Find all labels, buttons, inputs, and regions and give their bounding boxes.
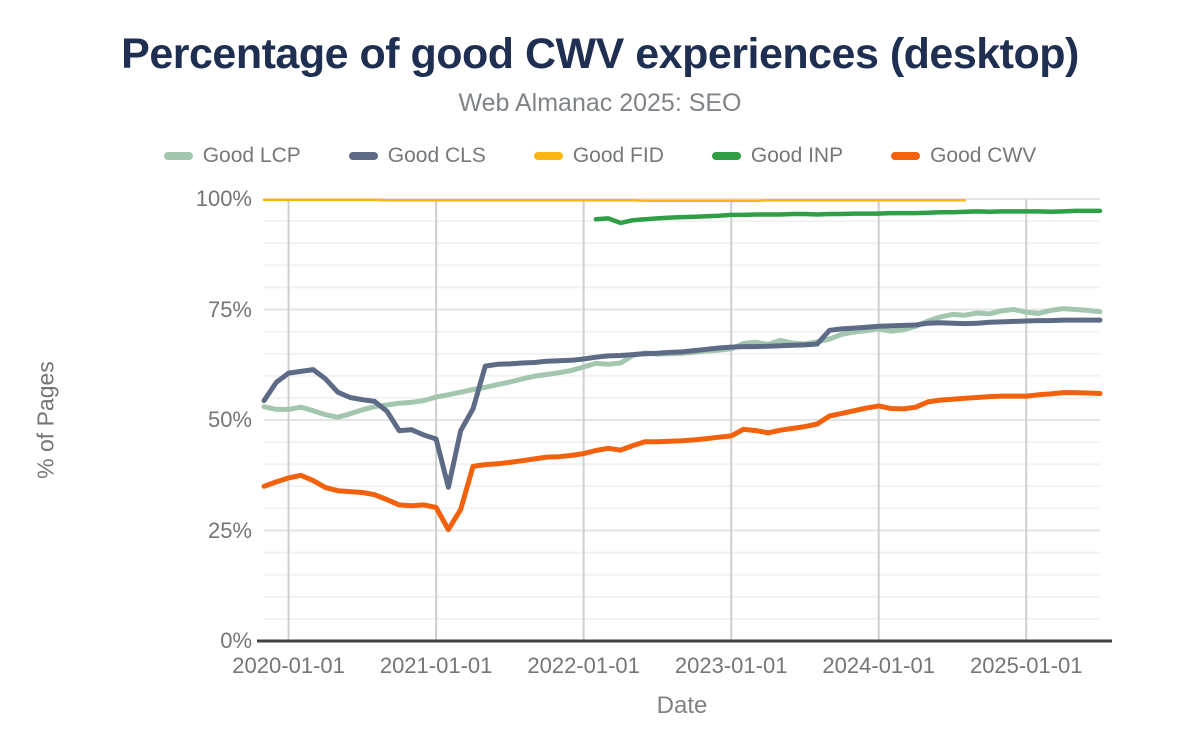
good-cwv-swatch-icon — [891, 152, 921, 160]
legend-label-good-cwv: Good CWV — [930, 144, 1037, 167]
y-tick-label: 75% — [207, 296, 252, 322]
y-axis-title: % of Pages — [32, 361, 59, 479]
legend-label-good-lcp: Good LCP — [202, 144, 301, 167]
legend-item-good-inp: Good INP — [711, 144, 844, 168]
series-line-good-cls — [261, 317, 1103, 490]
legend-item-good-fid: Good FID — [533, 144, 664, 168]
legend-label-good-fid: Good FID — [572, 144, 664, 167]
series-line-good-cwv — [261, 390, 1103, 533]
legend-label-good-cls: Good CLS — [387, 144, 486, 167]
series-line-good-inp — [593, 208, 1103, 226]
legend-item-good-cls: Good CLS — [348, 144, 486, 168]
good-inp-swatch-icon — [711, 152, 741, 160]
good-cls-swatch-icon — [348, 152, 378, 160]
good-lcp-swatch-icon — [163, 152, 193, 160]
x-tick-label: 2024-01-01 — [822, 653, 935, 678]
y-tick-label: 100% — [195, 186, 252, 211]
chart-subtitle: Web Almanac 2025: SEO — [458, 89, 742, 117]
y-tick-label: 50% — [207, 407, 252, 432]
series-line-good-fid — [262, 198, 967, 203]
chart-title: Percentage of good CWV experiences (desk… — [121, 30, 1079, 78]
x-tick-label: 2020-01-01 — [232, 653, 345, 678]
good-fid-swatch-icon — [533, 152, 563, 160]
y-tick-label: 0% — [220, 628, 252, 653]
x-tick-label: 2023-01-01 — [674, 653, 788, 678]
legend: Good LCP Good CLS Good FID Good INP Good CWV — [0, 142, 1200, 170]
y-tick-label: 25% — [207, 517, 252, 543]
x-tick-label: 2021-01-01 — [379, 653, 493, 678]
legend-label-good-inp: Good INP — [750, 144, 844, 167]
x-tick-label: 2025-01-01 — [969, 653, 1083, 678]
legend-item-good-lcp: Good LCP — [163, 144, 301, 168]
x-tick-label: 2022-01-01 — [527, 653, 640, 678]
x-axis-title: Date — [656, 692, 708, 719]
legend-item-good-cwv: Good CWV — [891, 144, 1036, 168]
